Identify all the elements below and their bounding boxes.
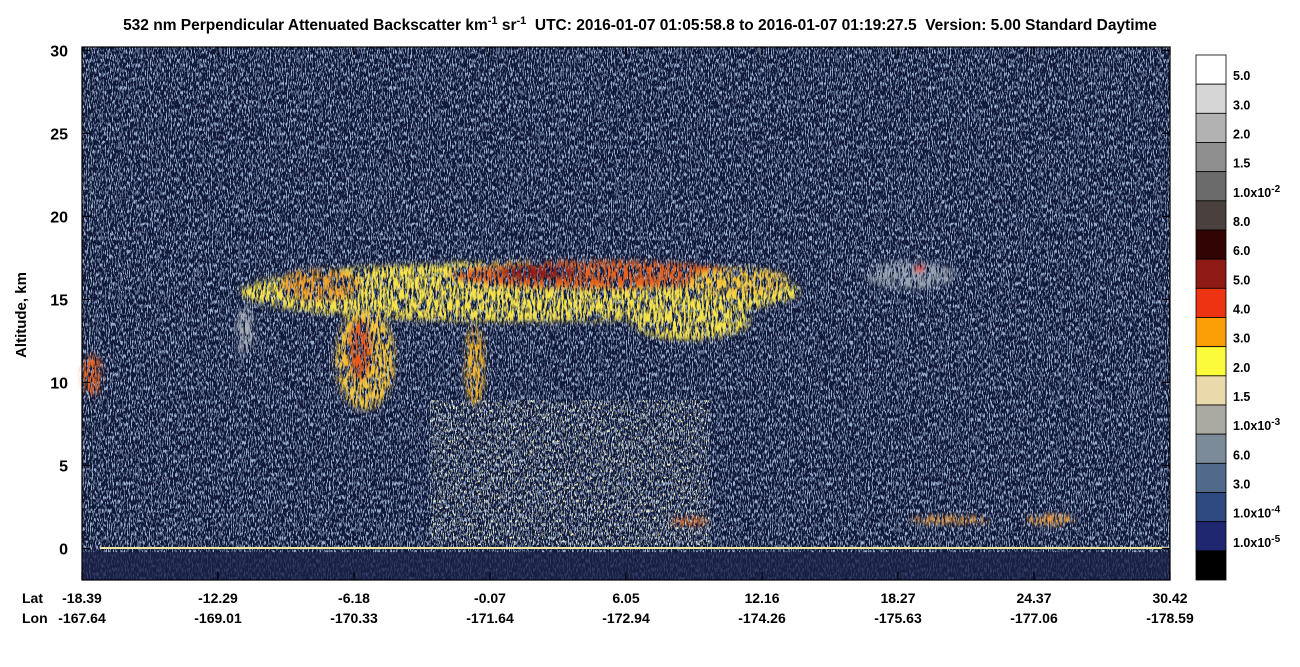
colorbar-label-text: 4.0 <box>1233 303 1250 317</box>
colorbar-label: 2.0 <box>1233 361 1250 375</box>
colorbar-label: 4.0 <box>1233 303 1250 317</box>
x-tick-label: -6.18 <box>338 590 370 606</box>
x-tick-label: 6.05 <box>612 590 639 606</box>
colorbar-label-text: 3.0 <box>1233 478 1250 492</box>
colorbar-label-text: 5.0 <box>1233 69 1250 83</box>
x-tick-label: -171.64 <box>466 610 514 626</box>
y-tick-label: 15 <box>50 292 68 309</box>
x-row-label: Lon <box>22 610 48 626</box>
y-tick-label: 20 <box>50 209 68 226</box>
colorbar-swatch <box>1195 375 1227 406</box>
colorbar-label-text: 1.5 <box>1233 390 1250 404</box>
colorbar-label: 6.0 <box>1233 448 1250 462</box>
x-tick-label: -174.26 <box>738 610 786 626</box>
x-tick-label: -169.01 <box>194 610 242 626</box>
colorbar-label: 1.0x10-5 <box>1233 534 1281 550</box>
colorbar-swatch <box>1195 171 1227 202</box>
x-tick-label: -12.29 <box>198 590 238 606</box>
colorbar-swatch <box>1195 229 1227 260</box>
low-noise <box>430 400 710 545</box>
colorbar-label: 3.0 <box>1233 478 1250 492</box>
x-tick-label: 18.27 <box>880 590 915 606</box>
x-tick-label: -175.63 <box>874 610 922 626</box>
colorbar-label-exp: -2 <box>1271 184 1280 195</box>
title-part: sr <box>498 17 517 34</box>
colorbar-label: 6.0 <box>1233 244 1250 258</box>
y-axis-label: Altitude, km <box>13 272 30 358</box>
colorbar-label: 1.5 <box>1233 157 1250 171</box>
colorbar-label-exp: -4 <box>1271 505 1280 516</box>
title-part: -1 <box>517 15 527 27</box>
colorbar-label: 1.5 <box>1233 390 1250 404</box>
cloud-layer <box>82 261 1075 526</box>
x-tick-label: 30.42 <box>1152 590 1187 606</box>
colorbar-label: 3.0 <box>1233 332 1250 346</box>
colorbar-label: 5.0 <box>1233 273 1250 287</box>
colorbar-label-text: 2.0 <box>1233 128 1250 142</box>
colorbar-label: 2.0 <box>1233 128 1250 142</box>
x-tick-label: 12.16 <box>744 590 779 606</box>
colorbar-swatch <box>1195 550 1227 581</box>
colorbar-swatch <box>1195 287 1227 318</box>
x-tick-label: -170.33 <box>330 610 378 626</box>
x-tick-label: -18.39 <box>62 590 102 606</box>
colorbar-swatch <box>1195 200 1227 231</box>
chart-title: 532 nm Perpendicular Attenuated Backscat… <box>123 15 1157 34</box>
colorbar-label-exp: -3 <box>1271 417 1280 428</box>
colorbar-label-text: 5.0 <box>1233 273 1250 287</box>
colorbar-label-text: 2.0 <box>1233 361 1250 375</box>
colorbar-swatch <box>1195 317 1227 348</box>
plot-area <box>81 46 1171 581</box>
y-tick-label: 5 <box>59 458 68 475</box>
colorbar-label: 1.0x10-3 <box>1233 417 1281 433</box>
title-part: -1 <box>488 15 498 27</box>
y-tick-label: 0 <box>59 541 68 558</box>
colorbar-label-text: 1.5 <box>1233 157 1250 171</box>
y-tick-label: 10 <box>50 375 68 392</box>
colorbar-label: 3.0 <box>1233 98 1250 112</box>
colorbar-swatch <box>1195 258 1227 289</box>
x-tick-label: -178.59 <box>1146 610 1194 626</box>
colorbar-label-text: 1.0x10 <box>1233 186 1271 200</box>
x-tick-label: -0.07 <box>474 590 506 606</box>
colorbar-label: 8.0 <box>1233 215 1250 229</box>
x-tick-label: -177.06 <box>1010 610 1058 626</box>
colorbar-label: 5.0 <box>1233 69 1250 83</box>
colorbar-swatch <box>1195 142 1227 173</box>
colorbar-label-text: 3.0 <box>1233 98 1250 112</box>
colorbar-swatch <box>1195 54 1227 85</box>
x-tick-label: -167.64 <box>58 610 106 626</box>
colorbar-swatch <box>1195 346 1227 377</box>
colorbar-swatch <box>1195 433 1227 464</box>
colorbar-label-text: 1.0x10 <box>1233 536 1271 550</box>
colorbar-label-exp: -5 <box>1271 534 1280 545</box>
y-tick-label: 30 <box>50 43 68 60</box>
x-tick-label: 24.37 <box>1016 590 1051 606</box>
title-part: 532 nm Perpendicular Attenuated Backscat… <box>123 17 488 34</box>
colorbar-label-text: 8.0 <box>1233 215 1250 229</box>
colorbar-label: 1.0x10-2 <box>1233 184 1281 200</box>
x-row-label: Lat <box>22 590 43 606</box>
colorbar-swatch <box>1195 462 1227 493</box>
colorbar-swatch <box>1195 404 1227 435</box>
y-tick-label: 25 <box>50 126 68 143</box>
title-part: UTC: 2016-01-07 01:05:58.8 to 2016-01-07… <box>526 17 1157 34</box>
colorbar-swatch <box>1195 83 1227 114</box>
colorbar-swatch <box>1195 112 1227 143</box>
colorbar-label-text: 3.0 <box>1233 332 1250 346</box>
colorbar-label-text: 1.0x10 <box>1233 419 1271 433</box>
x-tick-label: -172.94 <box>602 610 650 626</box>
colorbar-label-text: 6.0 <box>1233 448 1250 462</box>
colorbar-label-text: 6.0 <box>1233 244 1250 258</box>
colorbar-swatch <box>1195 521 1227 552</box>
colorbar-label: 1.0x10-4 <box>1233 505 1281 521</box>
colorbar-label-text: 1.0x10 <box>1233 507 1271 521</box>
colorbar-swatch <box>1195 492 1227 523</box>
